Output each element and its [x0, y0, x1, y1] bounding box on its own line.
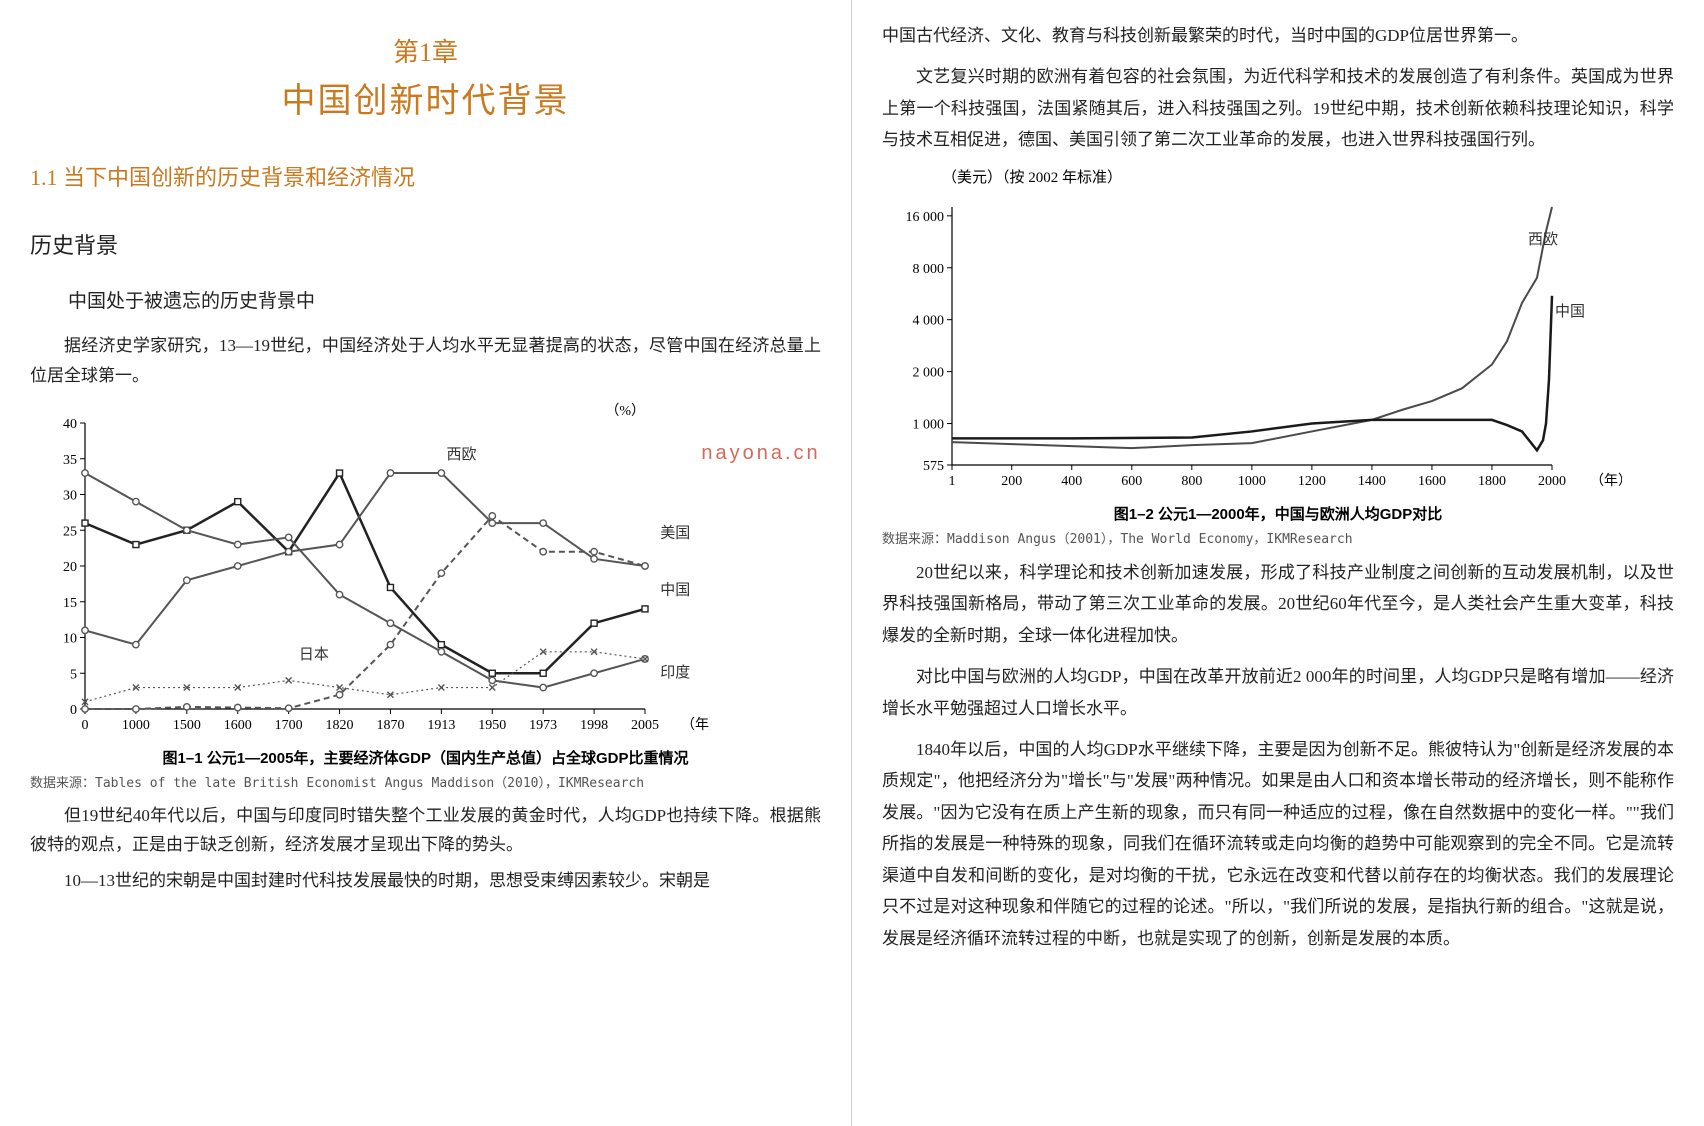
svg-text:中国: 中国 [1555, 303, 1585, 320]
svg-text:1800: 1800 [1478, 474, 1506, 489]
right-para-4: 1840年以后，中国的人均GDP水平继续下降，主要是因为创新不足。熊彼特认为"创… [882, 734, 1674, 954]
svg-text:1600: 1600 [224, 718, 252, 733]
svg-text:西欧: 西欧 [1528, 231, 1558, 248]
svg-text:1200: 1200 [1298, 474, 1326, 489]
svg-text:35: 35 [63, 452, 77, 467]
svg-text:（年）: （年） [1590, 473, 1622, 489]
chart-1-2-block: 5751 0002 0004 0008 00016 00012004006008… [882, 197, 1674, 524]
right-para-3: 对比中国与欧洲的人均GDP，中国在改革开放前近2 000年的时间里，人均GDP只… [882, 661, 1674, 724]
svg-text:日本: 日本 [299, 645, 329, 662]
chart-1-1-caption: 图1–1 公元1—2005年，主要经济体GDP（国内生产总值）占全球GDP比重情… [30, 747, 821, 768]
svg-text:中国: 中国 [660, 581, 690, 598]
svg-text:印度: 印度 [660, 663, 690, 680]
svg-text:4 000: 4 000 [913, 313, 945, 328]
svg-text:2000: 2000 [1538, 474, 1566, 489]
page-right: 中国古代经济、文化、教育与科技创新最繁荣的时代，当时中国的GDP位居世界第一。 … [852, 0, 1704, 1126]
svg-text:美国: 美国 [660, 524, 690, 541]
svg-text:8 000: 8 000 [913, 262, 945, 277]
chart-1-2-unit: （美元）（按 2002 年标准） [942, 166, 1674, 187]
svg-text:1500: 1500 [173, 718, 201, 733]
subheading-forgotten: 中国处于被遗忘的历史背景中 [30, 286, 821, 313]
svg-text:1870: 1870 [376, 718, 404, 733]
svg-text:600: 600 [1121, 474, 1142, 489]
right-para-0: 中国古代经济、文化、教育与科技创新最繁荣的时代，当时中国的GDP位居世界第一。 [882, 20, 1674, 51]
page-left: 第1章 中国创新时代背景 1.1 当下中国创新的历史背景和经济情况 历史背景 中… [0, 0, 852, 1126]
right-para-2: 20世纪以来，科学理论和技术创新加速发展，形成了科技产业制度之间创新的互动发展机… [882, 557, 1674, 651]
svg-text:1000: 1000 [122, 718, 150, 733]
svg-text:1973: 1973 [529, 718, 557, 733]
svg-text:1700: 1700 [275, 718, 303, 733]
svg-text:5: 5 [70, 667, 77, 682]
chart-1-2: 5751 0002 0004 0008 00016 00012004006008… [882, 197, 1622, 497]
svg-text:2005: 2005 [631, 718, 659, 733]
svg-text:200: 200 [1001, 474, 1022, 489]
svg-text:20: 20 [63, 560, 77, 575]
svg-text:575: 575 [923, 459, 944, 474]
svg-text:400: 400 [1061, 474, 1082, 489]
svg-text:1820: 1820 [326, 718, 354, 733]
svg-text:（%）: （%） [605, 403, 645, 419]
chart-1-1: （%） 0 5 10 15 20 25 30 35 40 0 1000 1500 1600 1700 1820… [30, 401, 710, 741]
svg-text:10: 10 [63, 631, 77, 646]
svg-text:1000: 1000 [1238, 474, 1266, 489]
left-para-3: 10—13世纪的宋朝是中国封建时代科技发展最快的时期，思想受束缚因素较少。宋朝是 [30, 866, 821, 896]
svg-text:1 000: 1 000 [913, 417, 945, 432]
left-para-2: 但19世纪40年代以后，中国与印度同时错失整个工业发展的黄金时代，人均GDP也持… [30, 801, 821, 861]
svg-text:1998: 1998 [580, 718, 608, 733]
svg-text:1913: 1913 [427, 718, 455, 733]
svg-text:（年）: （年） [681, 717, 710, 733]
watermark: nayona.cn [671, 442, 851, 465]
chart-1-1-source: 数据来源：Tables of the late British Economis… [30, 772, 821, 791]
svg-text:1: 1 [949, 474, 956, 489]
left-para-1: 据经济史学家研究，13—19世纪，中国经济处于人均水平无显著提高的状态，尽管中国… [30, 331, 821, 391]
chapter-number: 第1章 [30, 32, 821, 69]
svg-text:西欧: 西欧 [446, 445, 476, 462]
svg-text:16 000: 16 000 [906, 210, 945, 225]
svg-text:40: 40 [63, 417, 77, 432]
chapter-title: 中国创新时代背景 [30, 73, 821, 122]
svg-text:0: 0 [82, 718, 89, 733]
svg-text:0: 0 [70, 703, 77, 718]
svg-text:800: 800 [1181, 474, 1202, 489]
svg-text:1600: 1600 [1418, 474, 1446, 489]
svg-text:15: 15 [63, 595, 77, 610]
chart-1-2-source: 数据来源：Maddison Angus（2001），The World Econ… [882, 528, 1674, 547]
svg-text:30: 30 [63, 488, 77, 503]
svg-text:25: 25 [63, 524, 77, 539]
svg-text:1400: 1400 [1358, 474, 1386, 489]
chart-1-2-caption: 图1–2 公元1—2000年，中国与欧洲人均GDP对比 [882, 503, 1674, 524]
section-1-1-title: 1.1 当下中国创新的历史背景和经济情况 [30, 160, 821, 192]
svg-text:2 000: 2 000 [913, 365, 945, 380]
heading-history: 历史背景 [30, 228, 821, 260]
right-para-1: 文艺复兴时期的欧洲有着包容的社会氛围，为近代科学和技术的发展创造了有利条件。英国… [882, 61, 1674, 155]
svg-text:1950: 1950 [478, 718, 506, 733]
